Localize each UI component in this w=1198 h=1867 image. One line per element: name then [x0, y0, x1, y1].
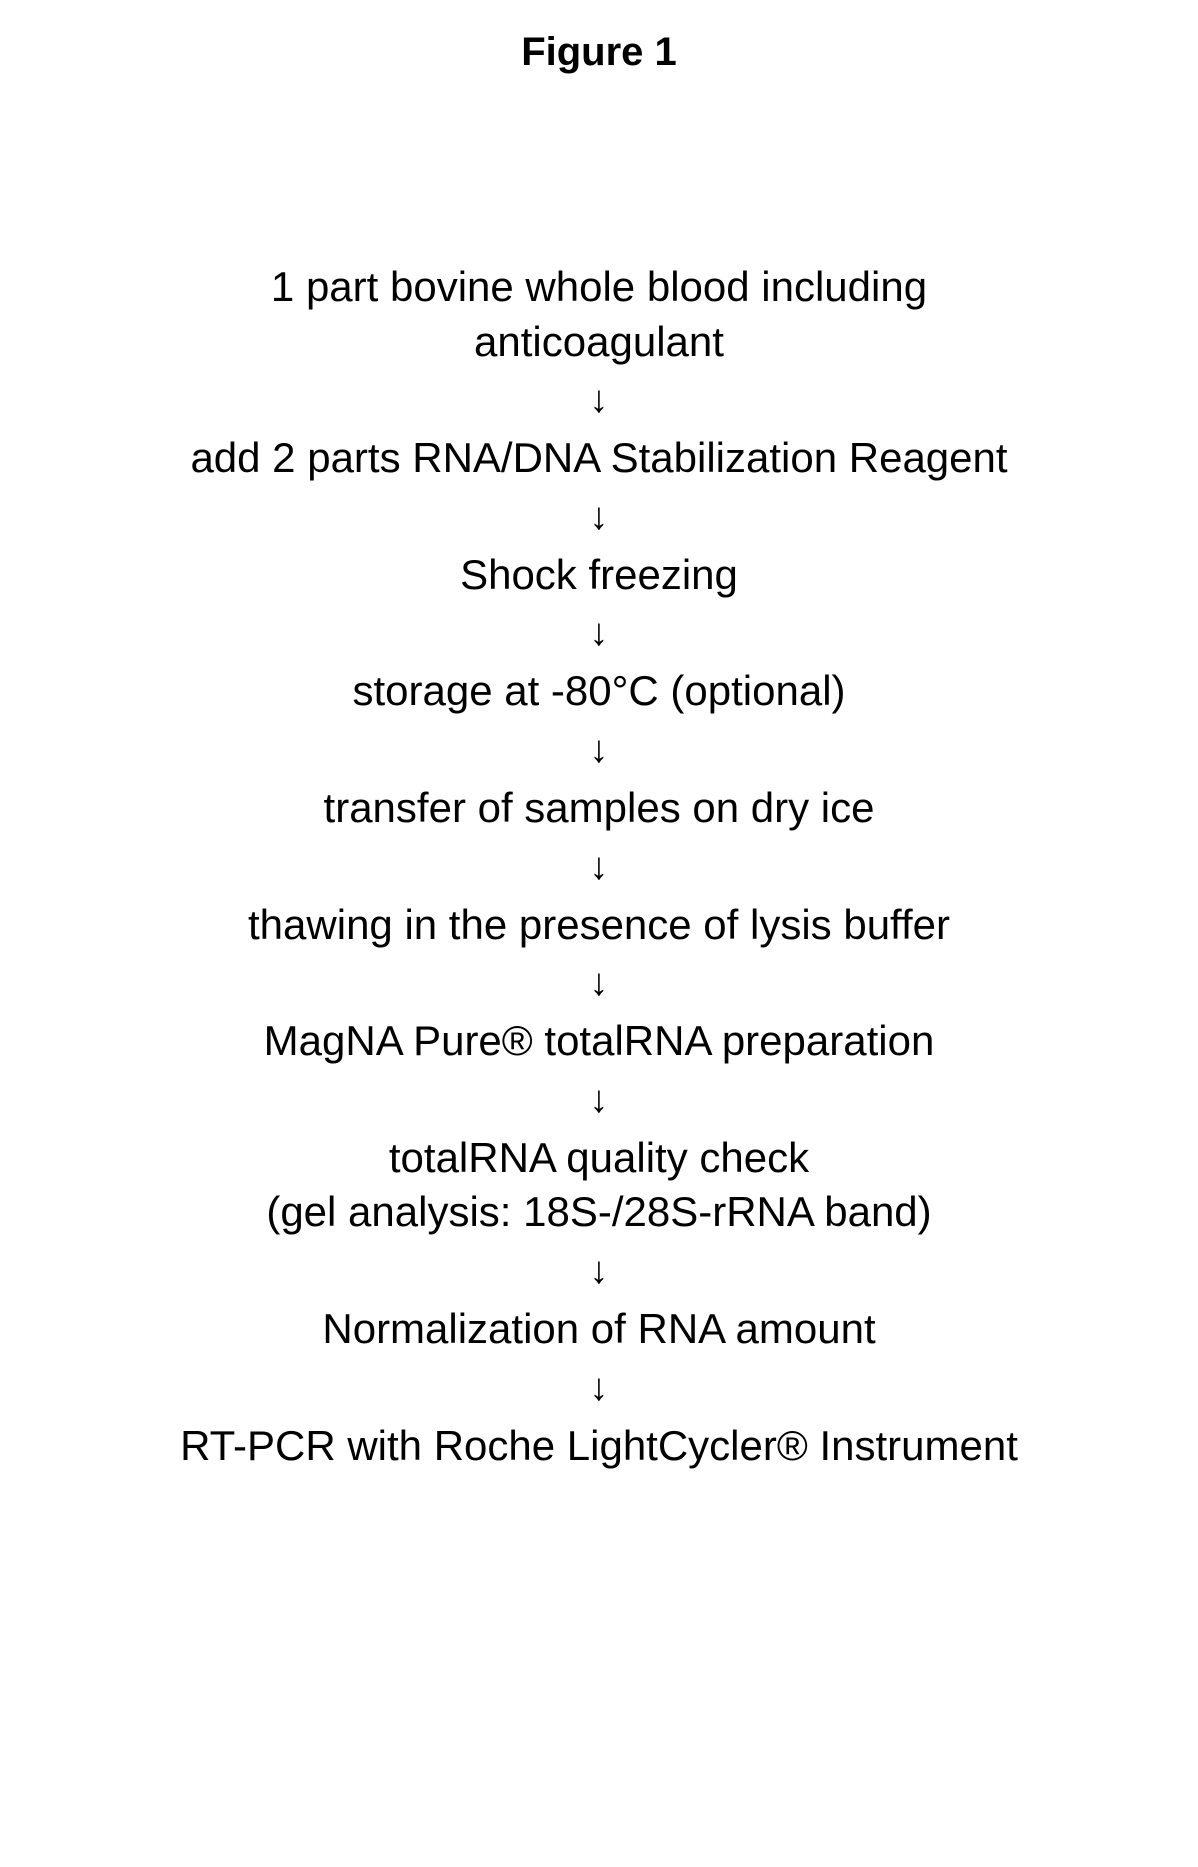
flowchart-step: MagNA Pure® totalRNA preparation	[264, 1014, 935, 1069]
figure-title: Figure 1	[0, 30, 1198, 75]
down-arrow-icon: ↓	[590, 848, 609, 886]
flowchart-step: totalRNA quality check (gel analysis: 18…	[266, 1131, 931, 1240]
flowchart-step: thawing in the presence of lysis buffer	[248, 898, 950, 953]
flowchart-step: add 2 parts RNA/DNA Stabilization Reagen…	[190, 431, 1007, 486]
flowchart-step: transfer of samples on dry ice	[324, 781, 875, 836]
flowchart-container: 1 part bovine whole blood including anti…	[0, 260, 1198, 1473]
flowchart-step: RT-PCR with Roche LightCycler® Instrumen…	[180, 1419, 1018, 1474]
down-arrow-icon: ↓	[590, 381, 609, 419]
down-arrow-icon: ↓	[590, 1252, 609, 1290]
down-arrow-icon: ↓	[590, 964, 609, 1002]
down-arrow-icon: ↓	[590, 498, 609, 536]
flowchart-step: storage at -80°C (optional)	[352, 664, 845, 719]
down-arrow-icon: ↓	[590, 614, 609, 652]
down-arrow-icon: ↓	[590, 1369, 609, 1407]
flowchart-step: 1 part bovine whole blood including anti…	[271, 260, 927, 369]
down-arrow-icon: ↓	[590, 731, 609, 769]
flowchart-step: Normalization of RNA amount	[322, 1302, 875, 1357]
down-arrow-icon: ↓	[590, 1081, 609, 1119]
flowchart-step: Shock freezing	[460, 548, 738, 603]
